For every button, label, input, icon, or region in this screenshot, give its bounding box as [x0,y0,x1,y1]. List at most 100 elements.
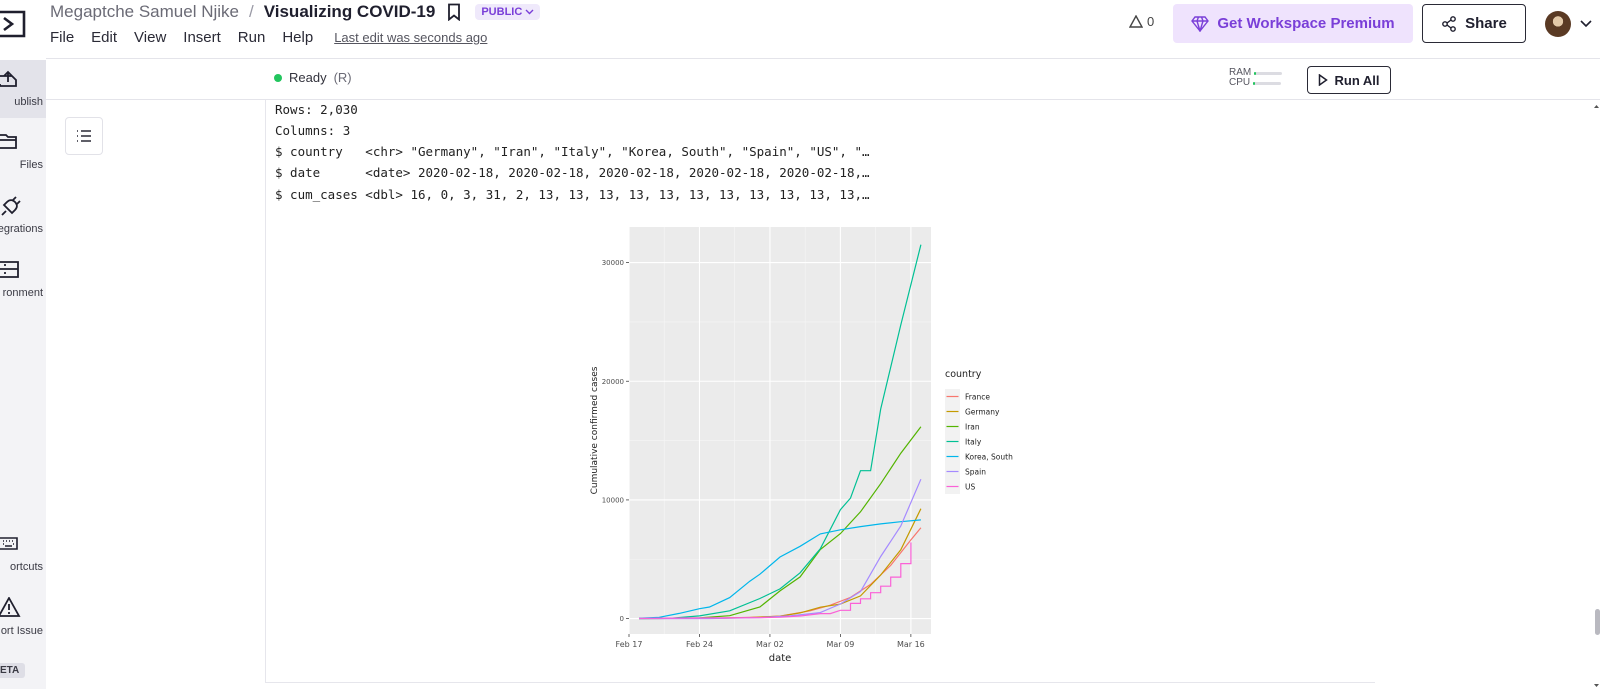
vertical-scrollbar[interactable] [1592,104,1600,689]
plug-icon [1,196,21,216]
cpu-usage: CPU [1229,78,1282,88]
warnings-indicator[interactable]: 0 [1129,14,1154,29]
sidebar-item-environment[interactable]: ronment [0,251,46,309]
scrollbar-arrows [1594,105,1599,687]
ram-bar [1254,71,1283,75]
visibility-badge[interactable]: PUBLIC [475,4,541,20]
series-line-korea-south [639,519,921,619]
kernel-status-bar: Ready (R) RAM CPU Run All [46,58,1600,100]
share-button[interactable]: Share [1422,4,1526,43]
run-all-button[interactable]: Run All [1307,66,1391,94]
breadcrumb-separator: / [248,2,254,21]
legend-label: Spain [965,468,986,477]
output-line: $ cum_cases <dbl> 16, 0, 3, 31, 2, 13, 1… [275,187,870,202]
legend-label: France [965,393,990,402]
sidebar-item-shortcuts[interactable]: ortcuts [0,525,46,583]
top-header: Megaptche Samuel Njike / Visualizing COV… [0,0,1600,50]
warning-icon [0,597,21,617]
legend-label: US [965,483,975,492]
ram-usage: RAM [1229,67,1283,78]
warnings-count: 0 [1147,14,1155,29]
resource-monitor[interactable]: RAM CPU [1229,67,1283,88]
last-edit-link[interactable]: Last edit was seconds ago [334,30,488,45]
menu-file[interactable]: File [50,29,75,46]
kernel-state: Ready [289,70,327,85]
cpu-bar [1253,81,1282,85]
menu-edit[interactable]: Edit [91,29,118,46]
sidebar-item-files[interactable]: Files [0,123,46,181]
publish-icon [0,70,17,87]
x-tick-label: Feb 24 [686,640,713,649]
cpu-label: CPU [1229,77,1251,88]
cell-output: Rows: 2,030 Columns: 3 $ country <chr> "… [265,100,1375,683]
ram-label: RAM [1229,67,1252,78]
legend-label: Iran [965,423,980,432]
keyboard-icon [0,537,18,550]
output-line: $ date <date> 2020-02-18, 2020-02-18, 20… [275,165,870,180]
sidebar-item-label: ortcuts [9,561,43,573]
menu-help[interactable]: Help [282,29,314,46]
x-axis-label: date [769,653,792,664]
get-premium-label: Get Workspace Premium [1217,15,1395,32]
chevron-down-icon[interactable] [1579,16,1593,30]
scrollbar-thumb[interactable] [1595,609,1600,635]
legend-label: Italy [965,438,982,447]
breadcrumb: Megaptche Samuel Njike / Visualizing COV… [50,2,541,22]
workspace-logo-icon[interactable] [0,8,28,38]
folder-icon [0,134,17,149]
beta-badge: ETA [0,663,26,678]
series-line-italy [639,244,922,620]
covid-cases-line-chart: Feb 17 Feb 24 Mar 02 Mar 09 Mar 16 0 10000 2000… [590,227,1013,664]
breadcrumb-owner[interactable]: Megaptche Samuel Njike [50,2,239,21]
play-icon [1319,74,1329,86]
x-tick-label: Feb 17 [616,640,643,649]
kernel-language: (R) [333,70,352,85]
user-avatar[interactable] [1545,11,1571,37]
get-premium-button[interactable]: Get Workspace Premium [1173,4,1413,43]
x-tick-label: Mar 16 [897,640,925,649]
legend-label: Germany [965,408,1000,417]
legend-label: Korea, South [965,453,1013,462]
output-line: $ country <chr> "Germany", "Iran", "Ital… [275,144,870,159]
visibility-label: PUBLIC [481,6,523,18]
warning-triangle-icon [1129,15,1143,28]
output-line: Rows: 2,030 [275,102,358,117]
menu-view[interactable]: View [134,29,167,46]
menu-insert[interactable]: Insert [183,29,221,46]
y-tick-label: 0 [620,615,624,623]
x-tick-label: Mar 02 [756,640,784,649]
run-all-label: Run All [1334,72,1380,88]
sidebar-item-label: ort Issue [0,625,43,637]
menu-run[interactable]: Run [237,29,266,46]
y-tick-label: 20000 [602,378,624,386]
series-line-us [639,542,912,619]
x-tick-label: Mar 09 [826,640,854,649]
menu-bar: File Edit View Insert Run Help Last edit… [50,29,487,46]
status-dot [274,73,282,82]
sidebar-item-integrations[interactable]: egrations [0,187,46,245]
plot-panel [629,227,931,634]
y-axis-label: Cumulative confirmed cases [590,366,600,494]
diamond-icon [1191,15,1210,32]
share-icon [1442,15,1457,32]
sidebar-item-report-issue[interactable]: ort Issue [0,589,46,647]
y-tick-label: 30000 [602,259,624,267]
kernel-status[interactable]: Ready (R) [274,70,352,85]
sidebar-item-label: Files [19,159,43,171]
notebook-title[interactable]: Visualizing COVID-19 [263,2,436,21]
chevron-down-icon [525,9,534,15]
sidebar-item-publish[interactable]: ublish [0,60,46,118]
legend-title: country [945,369,982,380]
table-of-contents-button[interactable] [65,117,103,155]
cpu-bar-fill [1253,81,1255,85]
share-label: Share [1465,15,1507,32]
y-tick-label: 10000 [602,496,624,504]
output-line: Columns: 3 [275,123,351,138]
sidebar-item-label: egrations [0,223,43,235]
server-icon [0,261,19,278]
bookmark-icon[interactable] [447,3,461,21]
list-icon [77,130,91,142]
sidebar-item-label: ronment [2,287,43,299]
ram-bar-fill [1254,71,1256,75]
sidebar-item-label: ublish [14,96,43,108]
